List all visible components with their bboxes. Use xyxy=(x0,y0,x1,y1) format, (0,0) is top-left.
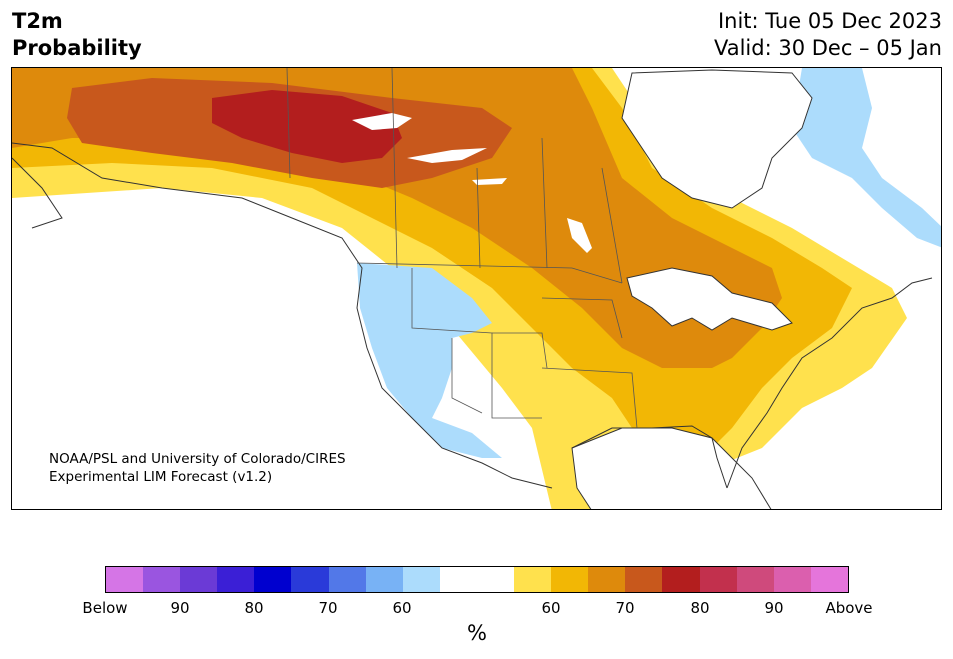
colorbar-tick-label: 70 xyxy=(615,599,635,617)
great-slave-lake xyxy=(407,148,487,163)
below-60-area-west xyxy=(357,263,502,458)
colorbar-tick-label: 80 xyxy=(690,599,710,617)
colorbar-segment xyxy=(439,567,477,592)
lake-winnipeg xyxy=(567,218,592,253)
colorbar-segment xyxy=(588,567,626,592)
colorbar-tick-label: 90 xyxy=(170,599,190,617)
colorbar-segment xyxy=(476,567,515,592)
great-bear-lake xyxy=(352,113,412,130)
colorbar-segment xyxy=(365,567,403,592)
colorbar-segment xyxy=(180,567,218,592)
colorbar-segment xyxy=(551,567,589,592)
colorbar-segment xyxy=(699,567,737,592)
valid-date-label: Valid: 30 Dec – 05 Jan xyxy=(713,36,942,60)
title-line-2: Probability xyxy=(12,36,142,60)
map-canvas xyxy=(12,68,941,509)
colorbar-tick-label: 60 xyxy=(392,599,412,617)
political-borders xyxy=(286,68,638,429)
colorbar-segment xyxy=(402,567,440,592)
credit-text: NOAA/PSL and University of Colorado/CIRE… xyxy=(49,450,346,486)
hudson-bay xyxy=(621,69,813,209)
map-title: T2m Probability xyxy=(12,8,142,62)
above-80-area xyxy=(212,90,402,163)
credit-line-1: NOAA/PSL and University of Colorado/CIRE… xyxy=(49,451,346,467)
probability-colorbar xyxy=(105,566,849,593)
colorbar-segment xyxy=(736,567,774,592)
colorbar-tick-label: Below xyxy=(82,599,128,617)
colorbar-segment xyxy=(328,567,366,592)
colorbar-unit-label: % xyxy=(467,621,487,645)
colorbar-segment xyxy=(217,567,255,592)
title-line-1: T2m xyxy=(12,9,63,33)
lake-athabasca xyxy=(472,178,507,185)
forecast-dates: Init: Tue 05 Dec 2023 Valid: 30 Dec – 05… xyxy=(714,8,942,62)
colorbar-segment xyxy=(291,567,329,592)
colorbar-tick-label: 60 xyxy=(541,599,561,617)
colorbar-segment xyxy=(106,567,144,592)
colorbar-segment xyxy=(773,567,811,592)
colorbar-tick-label: 70 xyxy=(318,599,338,617)
credit-line-2: Experimental LIM Forecast (v1.2) xyxy=(49,469,273,485)
colorbar-segment xyxy=(143,567,181,592)
great-lakes xyxy=(626,267,793,331)
colorbar-segment xyxy=(254,567,292,592)
coastlines xyxy=(12,142,933,489)
colorbar-segment xyxy=(662,567,700,592)
init-date-label: Init: Tue 05 Dec 2023 xyxy=(717,9,942,33)
colorbar-tick-label: 80 xyxy=(244,599,264,617)
colorbar-tick-label: Above xyxy=(825,599,873,617)
colorbar-segment xyxy=(810,567,848,592)
above-70-area xyxy=(12,68,782,368)
below-60-area-east xyxy=(792,68,941,248)
colorbar-segment xyxy=(514,567,552,592)
colorbar-tick-label: 90 xyxy=(764,599,784,617)
colorbar-segment xyxy=(625,567,663,592)
forecast-map xyxy=(11,67,942,510)
